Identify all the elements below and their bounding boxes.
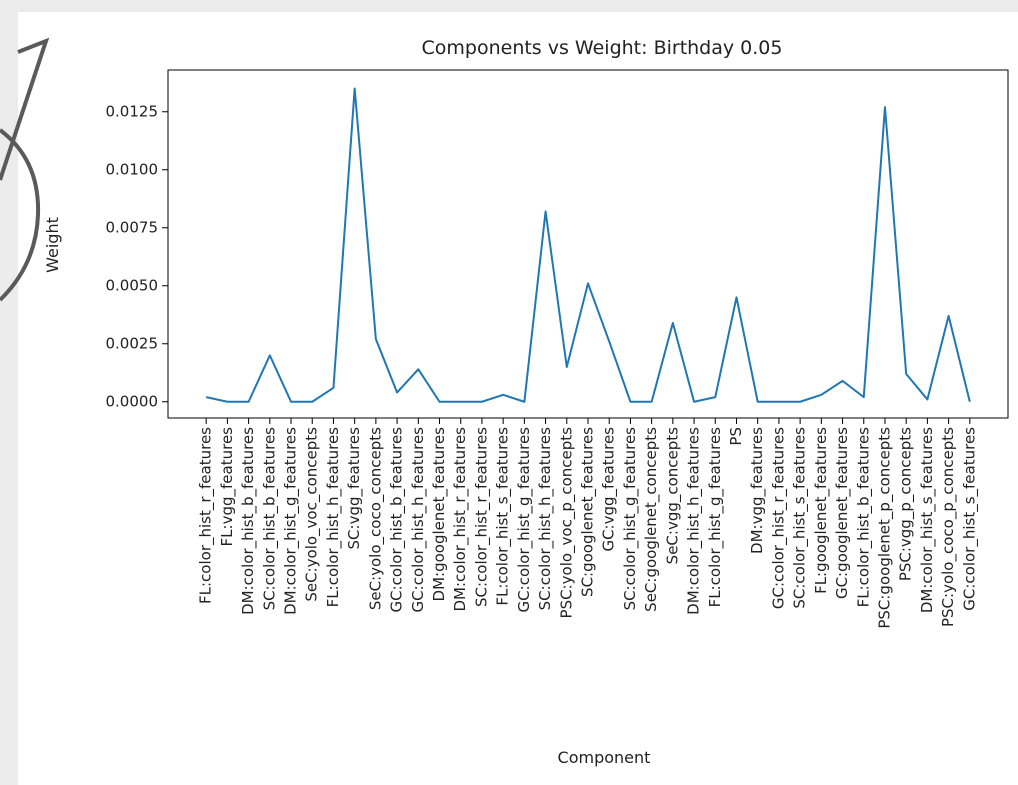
x-tick-label: DM:color_hist_b_features xyxy=(239,427,258,615)
y-tick-label: 0.0125 xyxy=(106,102,159,120)
x-tick-label: DM:color_hist_s_features xyxy=(918,427,937,613)
x-tick-label: GC:color_hist_h_features xyxy=(409,427,428,613)
x-tick-label: SeC:yolo_coco_concepts xyxy=(366,427,385,610)
x-tick-label: SeC:googlenet_concepts xyxy=(642,427,661,612)
x-tick-label: SeC:yolo_voc_concepts xyxy=(303,427,322,602)
x-tick-label: PSC:vgg_p_concepts xyxy=(897,427,916,581)
chart-title: Components vs Weight: Birthday 0.05 xyxy=(422,37,783,59)
x-tick-label: FL:color_hist_r_features xyxy=(197,427,216,604)
x-tick-label: GC:color_hist_s_features xyxy=(960,427,979,611)
x-tick-label: SeC:vgg_concepts xyxy=(663,427,682,565)
x-tick-label: SC:googlenet_features xyxy=(579,427,598,597)
x-tick-label: GC:color_hist_g_features xyxy=(515,427,534,613)
x-tick-label: PSC:googlenet_p_concepts xyxy=(875,427,894,629)
x-tick-label: GC:color_hist_r_features xyxy=(769,427,788,609)
x-tick-label: DM:googlenet_features xyxy=(430,427,449,602)
x-tick-label: GC:vgg_features xyxy=(600,427,619,552)
y-tick-label: 0.0025 xyxy=(106,334,159,352)
x-axis-label: Component xyxy=(558,748,651,767)
x-tick-label: GC:googlenet_features xyxy=(833,427,852,599)
x-tick-label: FL:color_hist_s_features xyxy=(494,427,513,606)
y-tick-label: 0.0075 xyxy=(106,218,159,236)
screenshot: Components vs Weight: Birthday 0.05 Comp… xyxy=(0,0,1018,785)
x-tick-label: SC:color_hist_g_features xyxy=(621,427,640,611)
x-tick-label: PSC:yolo_coco_p_concepts xyxy=(939,427,958,627)
x-tick-label: FL:googlenet_features xyxy=(812,427,831,594)
x-tick-label: FL:color_hist_b_features xyxy=(854,427,873,608)
x-tick-label: PSC:yolo_voc_p_concepts xyxy=(557,427,576,619)
y-tick-label: 0.0050 xyxy=(106,276,159,294)
x-tick-label: DM:color_hist_g_features xyxy=(282,427,301,615)
x-tick-label: FL:color_hist_h_features xyxy=(324,427,343,608)
x-tick-label: SC:vgg_features xyxy=(345,427,364,550)
x-tick-label: DM:color_hist_r_features xyxy=(451,427,470,612)
x-tick-label: GC:color_hist_b_features xyxy=(388,427,407,613)
x-tick-label: SC:color_hist_s_features xyxy=(791,427,810,609)
y-tick-label: 0.0000 xyxy=(106,392,159,410)
x-tick-label: FL:color_hist_g_features xyxy=(706,427,725,608)
x-tick-label: SC:color_hist_b_features xyxy=(260,427,279,611)
x-tick-label: DM:color_hist_h_features xyxy=(685,427,704,615)
x-tick-label: PS xyxy=(727,427,745,446)
x-tick-label: DM:vgg_features xyxy=(748,427,767,554)
y-axis-label: Weight xyxy=(43,217,62,273)
y-tick-label: 0.0100 xyxy=(106,160,159,178)
x-tick-label: SC:color_hist_h_features xyxy=(536,427,555,611)
x-tick-label: FL:vgg_features xyxy=(218,427,237,547)
x-tick-label: SC:color_hist_r_features xyxy=(472,427,491,607)
